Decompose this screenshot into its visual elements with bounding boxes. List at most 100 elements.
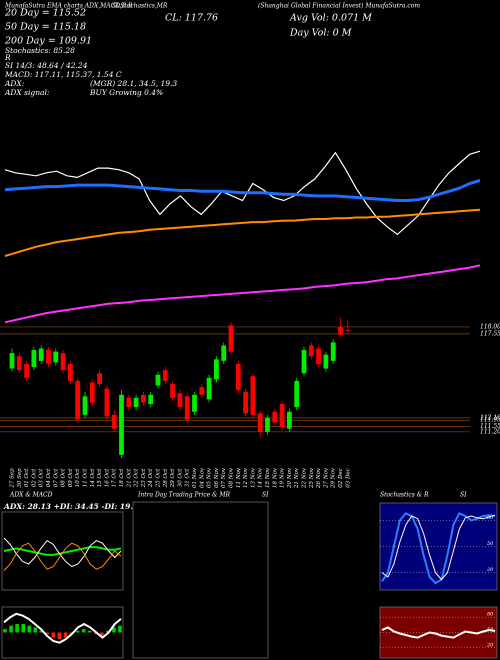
x-tick-label: 08 Nov [229, 467, 235, 488]
candle-body [192, 394, 197, 412]
candle-body [294, 380, 300, 408]
x-tick-label: 08 Oct [61, 468, 67, 487]
candle-body [148, 394, 154, 405]
day-volume: Day Vol: 0 M [289, 28, 352, 39]
candle-body [330, 342, 336, 361]
candle-body [31, 350, 37, 368]
stat: Stochastics: 85.28 [5, 46, 75, 55]
y-tick-label: 80 [487, 612, 494, 618]
x-tick-label: 03 Oct [39, 468, 45, 487]
histogram-bar [112, 627, 116, 633]
indicator-line [381, 514, 496, 581]
stat: 20 Day = 115.52 [4, 8, 86, 19]
candle-body [228, 325, 234, 352]
panel [132, 501, 269, 659]
y-tick-label: 20 [486, 567, 494, 573]
stat: (MGR) 28.1, 34.5, 19.3 [90, 79, 177, 88]
candle-body [250, 376, 256, 415]
x-tick-label: 20 Nov [287, 467, 293, 489]
y-tick-label: 117.55 [480, 330, 500, 337]
indicator-line [381, 512, 496, 585]
y-tick-label: 118.00 [480, 323, 500, 330]
candle-body [60, 353, 66, 371]
x-tick-label: 25 Oct [156, 468, 162, 488]
x-tick-label: 15 Oct [97, 468, 103, 487]
candle-body [97, 373, 102, 384]
candle-body [170, 383, 175, 398]
candle-body [46, 350, 51, 364]
candle-body [199, 387, 205, 395]
x-tick-label: 27 Sep [10, 468, 16, 489]
moving-average [4, 208, 481, 257]
histogram-bar [87, 630, 92, 633]
x-tick-label: 06 Nov [214, 467, 220, 488]
candle-body [279, 404, 285, 428]
candle-body [287, 411, 292, 429]
candle-body [316, 348, 321, 364]
candle-body [338, 326, 343, 335]
histogram-bar [75, 630, 80, 633]
candle-body [272, 411, 278, 423]
histogram-bar [100, 632, 104, 636]
candle-body [206, 377, 212, 400]
x-tick-label: 14 Oct [90, 468, 96, 487]
indicator-line [3, 537, 122, 568]
candle-body [104, 388, 110, 417]
histogram-bar [21, 624, 25, 633]
indicator-line [3, 542, 122, 571]
stat: MACD: 117.11, 115.37, 1.54 C [4, 70, 122, 79]
panel-title: SI [262, 492, 269, 499]
x-tick-label: 26 Nov [316, 467, 322, 489]
candle-body [133, 397, 139, 408]
x-tick-label: 01 Oct [24, 468, 30, 487]
histogram-bar [106, 630, 110, 633]
histogram-bar [51, 632, 56, 638]
x-tick-label: 10 Oct [75, 468, 81, 487]
stat: SI 14/3: 48.64 / 42.24 [5, 61, 88, 70]
histogram-bar [3, 629, 7, 633]
stat: R [4, 53, 11, 62]
close-price: CL: 117.76 [165, 13, 218, 24]
x-tick-label: 29 Oct [170, 468, 176, 488]
moving-average [4, 179, 481, 202]
candle-body [141, 394, 146, 403]
candle-body [111, 414, 117, 429]
histogram-bar [33, 627, 38, 633]
candle-body [214, 359, 219, 380]
x-tick-label: 11 Oct [83, 468, 89, 487]
x-tick-label: 02 Oct [31, 468, 37, 487]
x-tick-label: 18 Nov [272, 467, 278, 488]
x-tick-label: 09 Oct [68, 468, 74, 487]
panel-subtitle: ADX: 28.13 +DI: 34.45 -DI: 19.33 [3, 502, 143, 511]
moving-average [4, 150, 481, 236]
candle-body [323, 354, 329, 369]
x-tick-label: 18 Oct [119, 468, 125, 487]
candle-body [221, 345, 227, 361]
candle-body [265, 417, 270, 432]
candle-body [16, 356, 22, 371]
x-tick-label: 24 Oct [148, 468, 154, 488]
x-tick-label: 23 Oct [141, 468, 147, 488]
candle-body [126, 397, 132, 408]
stat: ADX signal: [4, 88, 50, 97]
candle-body [68, 363, 73, 381]
x-tick-label: 28 Oct [163, 468, 169, 488]
moving-average [4, 264, 481, 324]
histogram-bar [27, 625, 32, 633]
candle-body [89, 382, 95, 403]
x-tick-label: 07 Nov [221, 467, 227, 488]
y-tick-label: 112.10 [480, 414, 500, 421]
histogram-bar [63, 632, 68, 638]
x-tick-label: 21 Oct [126, 468, 132, 488]
candle-body [24, 363, 29, 378]
x-tick-label: 16 Oct [104, 468, 110, 487]
x-tick-label: 14 Nov [258, 467, 264, 488]
candle-body [243, 391, 248, 414]
candle-body [301, 350, 307, 374]
x-tick-label: 25 Nov [309, 467, 315, 489]
x-tick-label: 30 Oct [177, 468, 183, 487]
indicator-line [381, 626, 496, 639]
histogram-bar [45, 632, 50, 635]
